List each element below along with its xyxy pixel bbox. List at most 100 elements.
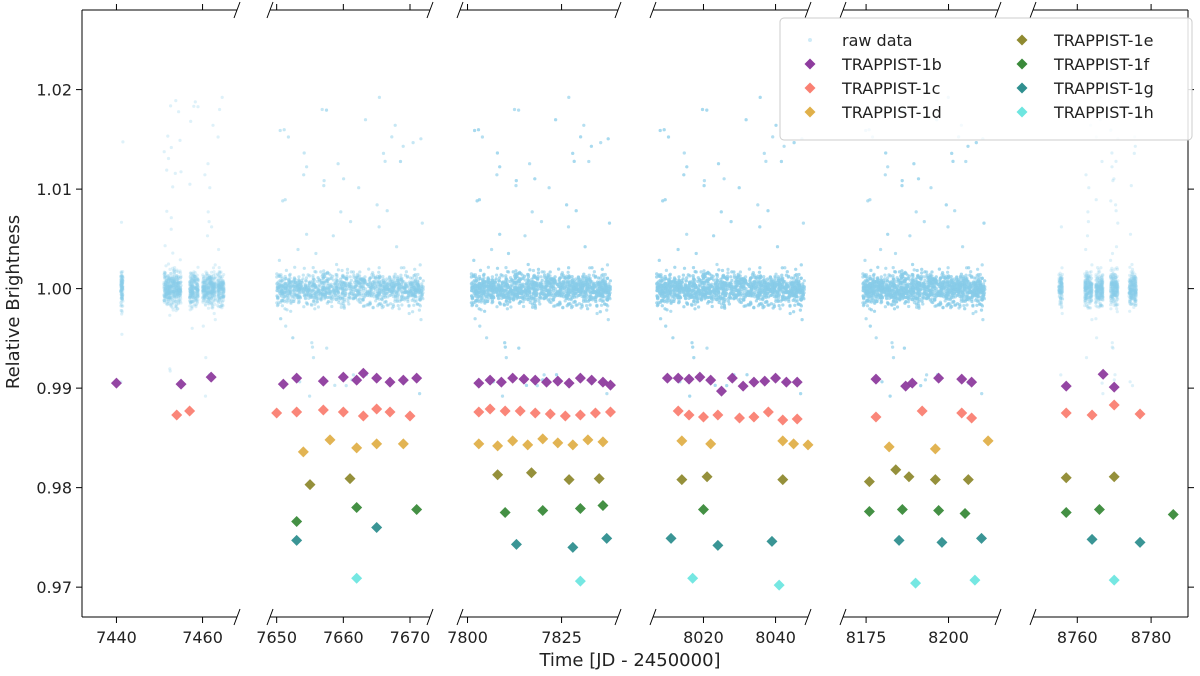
raw-data-point <box>217 289 222 294</box>
marker-trappist-1c <box>184 405 196 417</box>
raw-data-point <box>351 270 355 274</box>
raw-data-point <box>341 301 345 306</box>
raw-data-point <box>120 275 124 279</box>
raw-data-point <box>178 138 182 142</box>
raw-data-point <box>190 326 194 330</box>
raw-data-point <box>369 276 373 280</box>
raw-data-point <box>320 107 324 112</box>
raw-data-point <box>163 244 167 248</box>
raw-data-point <box>311 266 315 270</box>
raw-data-point <box>121 304 125 308</box>
raw-data-point <box>277 258 281 262</box>
raw-data-point <box>342 305 346 309</box>
raw-data-point <box>162 284 166 288</box>
raw-data-point <box>121 275 125 279</box>
raw-data-point <box>277 286 281 290</box>
raw-data-point <box>296 282 300 286</box>
raw-data-point <box>339 210 343 214</box>
raw-data-point <box>302 151 306 155</box>
raw-data-point <box>171 302 175 306</box>
raw-data-point <box>316 305 320 309</box>
raw-data-point <box>310 341 314 345</box>
raw-data-point <box>318 280 322 284</box>
raw-data-point <box>300 284 304 288</box>
raw-data-point <box>335 262 339 267</box>
raw-data-point <box>121 276 125 280</box>
marker-trappist-1c <box>171 409 183 421</box>
raw-data-point <box>196 265 200 269</box>
raw-data-point <box>377 266 381 270</box>
raw-data-point <box>119 301 123 305</box>
raw-data-point <box>344 291 348 295</box>
raw-data-point <box>297 275 301 279</box>
raw-data-point <box>340 274 344 278</box>
raw-data-point <box>169 216 173 220</box>
raw-data-point <box>389 293 393 297</box>
raw-data-point <box>189 282 193 286</box>
raw-data-point <box>331 278 335 282</box>
raw-data-point <box>390 306 394 310</box>
raw-data-point <box>304 293 308 297</box>
raw-data-point <box>404 296 408 300</box>
marker-trappist-1b <box>110 377 122 389</box>
raw-data-point <box>275 272 279 276</box>
raw-data-point <box>418 297 422 301</box>
raw-data-point <box>333 383 337 387</box>
raw-data-point <box>121 293 125 297</box>
raw-data-point <box>286 135 290 139</box>
marker-trappist-1g <box>371 521 383 533</box>
raw-data-point <box>210 225 214 229</box>
raw-data-point <box>119 282 123 286</box>
raw-data-point <box>211 123 215 127</box>
raw-data-point <box>312 278 316 282</box>
raw-data-point <box>120 279 124 283</box>
raw-data-point <box>169 104 173 108</box>
raw-data-point <box>358 270 362 274</box>
raw-data-point <box>205 286 209 290</box>
raw-data-point <box>413 267 417 271</box>
marker-trappist-1c <box>404 410 416 422</box>
raw-data-point <box>119 304 123 308</box>
raw-data-point <box>120 292 124 296</box>
raw-data-point <box>120 287 124 291</box>
raw-data-point <box>169 276 173 281</box>
raw-data-point <box>192 270 196 274</box>
raw-data-point <box>419 318 423 322</box>
raw-data-point <box>175 289 179 293</box>
raw-data-point <box>307 287 311 291</box>
raw-data-point <box>335 285 339 289</box>
raw-data-point <box>421 279 425 283</box>
raw-data-point <box>395 290 399 294</box>
raw-data-point <box>386 295 390 299</box>
raw-data-point <box>313 307 317 311</box>
raw-data-point <box>173 171 177 175</box>
raw-data-point <box>336 162 340 166</box>
raw-data-point <box>335 288 339 292</box>
raw-data-point <box>385 277 389 281</box>
raw-data-point <box>329 296 333 300</box>
raw-data-point <box>308 274 312 278</box>
raw-data-point <box>209 270 214 274</box>
raw-data-point <box>313 289 317 294</box>
raw-data-point <box>287 298 291 302</box>
raw-data-point <box>404 270 408 274</box>
raw-data-point <box>319 298 323 302</box>
raw-data-point <box>419 286 423 290</box>
marker-trappist-1b <box>411 372 423 384</box>
raw-data-point <box>407 291 411 295</box>
raw-data-point <box>420 293 424 297</box>
raw-data-point <box>283 300 287 304</box>
raw-data-point <box>120 295 124 299</box>
marker-trappist-1b <box>371 372 383 384</box>
raw-data-point <box>351 373 355 377</box>
raw-data-point <box>216 135 220 139</box>
marker-trappist-1b <box>397 374 409 386</box>
raw-data-point <box>121 279 125 284</box>
raw-data-point <box>279 275 283 279</box>
marker-trappist-1b <box>277 378 289 390</box>
raw-data-point <box>193 100 197 104</box>
raw-data-point <box>121 279 125 283</box>
raw-data-point <box>169 280 173 284</box>
raw-data-point <box>276 296 280 300</box>
marker-trappist-1c <box>371 403 383 415</box>
